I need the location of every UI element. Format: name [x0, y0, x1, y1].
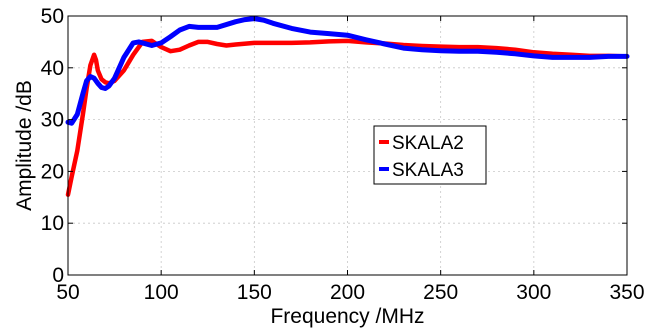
y-tick-label: 30: [41, 109, 64, 132]
grid-lines: [68, 16, 627, 275]
legend-label-skala2: SKALA2: [392, 133, 464, 154]
series-line-skala2: [65, 38, 630, 197]
x-axis-label: Frequency /MHz: [270, 305, 424, 328]
series-lines: [65, 16, 630, 197]
x-tick-label: 200: [330, 281, 365, 304]
legend-label-skala3: SKALA3: [392, 160, 464, 181]
x-tick-label: 350: [609, 281, 644, 304]
y-axis-label: Amplitude /dB: [13, 80, 36, 211]
y-tick-label: 0: [52, 264, 64, 287]
x-tick-label: 250: [423, 281, 458, 304]
x-tick-label: 100: [144, 281, 179, 304]
y-tick-label: 50: [41, 5, 64, 28]
legend: SKALA2 SKALA3: [373, 125, 487, 185]
axis-ticks: 50 100 150 200 250 300 350 0 10 20 30 40 50: [41, 5, 645, 304]
series-line-skala3: [65, 16, 630, 126]
y-tick-label: 20: [41, 160, 64, 183]
x-tick-label: 300: [516, 281, 551, 304]
x-tick-label: 50: [56, 281, 79, 304]
y-tick-label: 40: [41, 57, 64, 80]
legend-box: [373, 125, 487, 185]
x-tick-label: 150: [237, 281, 272, 304]
y-tick-label: 10: [41, 212, 64, 235]
